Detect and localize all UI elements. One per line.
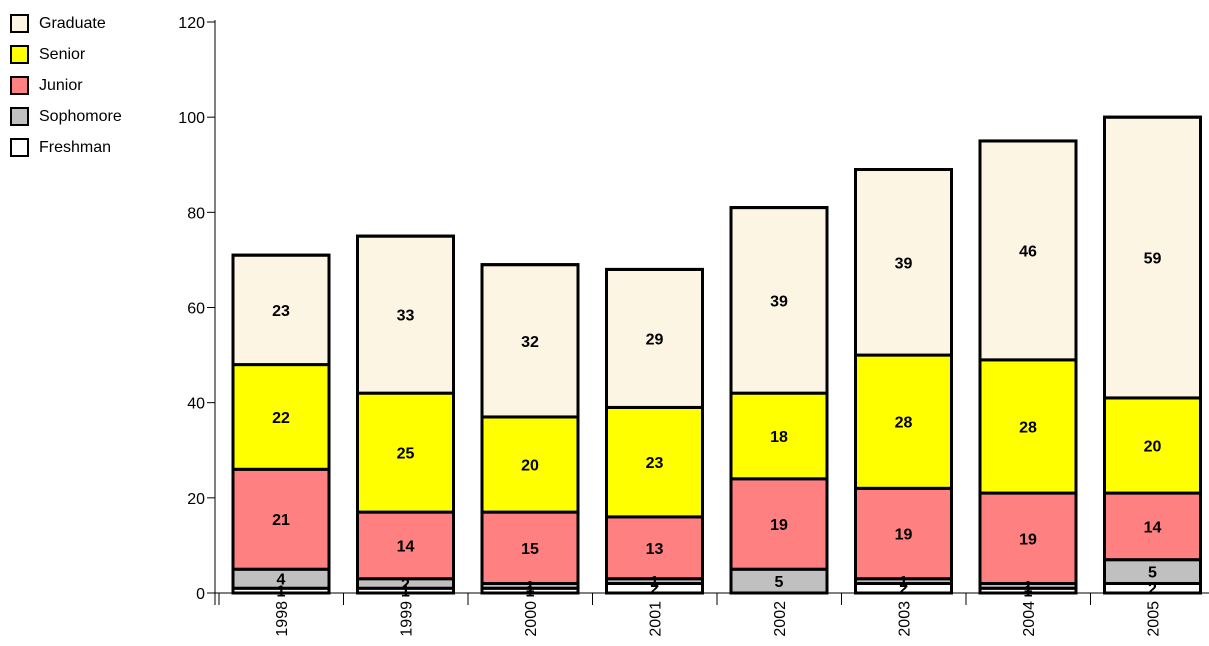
bar-junior-2001: [605, 515, 704, 581]
data-label-freshman-1999: 1: [401, 584, 410, 601]
data-label-senior-2000: 20: [521, 458, 539, 475]
y-tick-label-120: 120: [178, 15, 205, 32]
x-tick-label-2004: 2004: [1021, 601, 1038, 637]
data-label-junior-2003: 19: [895, 527, 913, 544]
bar-outline-2003: [854, 168, 953, 595]
data-label-senior-2002: 18: [770, 429, 788, 446]
legend-item-junior: Junior: [10, 70, 122, 101]
bar-outline-2005: [1103, 115, 1202, 595]
data-label-junior-1999: 14: [397, 538, 415, 555]
data-label-graduate-2003: 39: [895, 255, 913, 272]
legend-item-sophomore: Sophomore: [10, 101, 122, 132]
data-label-senior-1999: 25: [397, 446, 415, 463]
data-label-sophomore-2004: 1: [1024, 579, 1033, 596]
data-label-freshman-1998: 1: [277, 584, 286, 601]
data-label-graduate-1999: 33: [397, 308, 415, 325]
x-tick-label-2002: 2002: [772, 601, 789, 637]
data-label-graduate-2000: 32: [521, 334, 539, 351]
data-label-junior-2000: 15: [521, 541, 539, 558]
bar-outline-2002: [729, 206, 829, 595]
legend-swatch-junior: [10, 76, 29, 95]
legend: Graduate Senior Junior Sophomore Freshman: [10, 8, 122, 163]
data-label-graduate-2004: 46: [1019, 243, 1037, 260]
data-label-junior-2004: 19: [1019, 531, 1037, 548]
legend-item-senior: Senior: [10, 39, 122, 70]
data-label-graduate-2005: 59: [1144, 251, 1162, 268]
bar-graduate-2004: [978, 139, 1078, 362]
data-label-freshman-2000: 1: [526, 584, 535, 601]
x-tick-label-2001: 2001: [648, 601, 665, 637]
data-label-sophomore-2005: 5: [1148, 565, 1157, 582]
legend-label-sophomore: Sophomore: [39, 107, 122, 125]
data-label-sophomore-2002: 5: [775, 574, 784, 591]
data-label-junior-2001: 13: [646, 541, 664, 558]
legend-label-junior: Junior: [39, 76, 83, 94]
legend-swatch-senior: [10, 45, 29, 64]
legend-item-freshman: Freshman: [10, 132, 122, 163]
data-label-junior-1998: 21: [272, 512, 290, 529]
data-label-graduate-2002: 39: [770, 293, 788, 310]
bar-senior-2003: [854, 353, 953, 490]
data-label-senior-2004: 28: [1019, 419, 1037, 436]
bar-junior-1999: [356, 510, 455, 581]
bar-senior-2000: [480, 415, 580, 514]
x-tick-label-2003: 2003: [897, 601, 914, 637]
legend-item-graduate: Graduate: [10, 8, 122, 39]
data-label-sophomore-1998: 4: [277, 572, 286, 589]
bar-graduate-2001: [605, 267, 704, 409]
data-label-freshman-2003: 2: [899, 581, 908, 598]
data-label-sophomore-2001: 1: [650, 574, 659, 591]
data-label-sophomore-2000: 1: [526, 579, 535, 596]
y-tick-label-0: 0: [196, 586, 205, 603]
y-tick-label-100: 100: [178, 110, 205, 127]
legend-label-senior: Senior: [39, 45, 86, 63]
data-label-junior-2002: 19: [770, 517, 788, 534]
data-label-sophomore-1999: 2: [401, 576, 410, 593]
bar-outline-2001: [605, 267, 704, 595]
legend-swatch-sophomore: [10, 107, 29, 126]
data-label-freshman-2004: 1: [1024, 584, 1033, 601]
bar-outline-2000: [480, 263, 580, 595]
data-label-sophomore-2003: 1: [899, 574, 908, 591]
legend-swatch-freshman: [10, 138, 29, 157]
legend-swatch-graduate: [10, 14, 29, 33]
bar-outline-2004: [978, 139, 1078, 595]
bar-senior-2005: [1103, 396, 1202, 495]
bar-senior-2002: [729, 391, 829, 481]
x-tick-label-2005: 2005: [1146, 601, 1163, 637]
data-label-junior-2005: 14: [1144, 519, 1162, 536]
data-label-graduate-2001: 29: [646, 331, 664, 348]
bar-junior-2004: [978, 491, 1078, 585]
y-tick-label-20: 20: [187, 491, 205, 508]
bar-outline-1998: [231, 253, 331, 595]
data-label-freshman-2001: 2: [650, 581, 659, 598]
data-label-senior-1998: 22: [272, 410, 290, 427]
data-label-senior-2003: 28: [895, 415, 913, 432]
bar-outline-1999: [356, 234, 455, 595]
legend-label-freshman: Freshman: [39, 138, 112, 156]
y-tick-label-80: 80: [187, 205, 205, 222]
data-label-senior-2001: 23: [646, 455, 664, 472]
x-tick-label-1998: 1998: [274, 601, 291, 637]
data-label-senior-2005: 20: [1144, 438, 1162, 455]
y-tick-label-60: 60: [187, 301, 205, 318]
bar-junior-2000: [480, 510, 580, 585]
x-tick-label-1999: 1999: [399, 601, 416, 637]
data-label-freshman-2005: 2: [1148, 581, 1157, 598]
x-tick-label-2000: 2000: [523, 601, 540, 637]
legend-label-graduate: Graduate: [39, 14, 106, 32]
y-tick-label-40: 40: [187, 396, 205, 413]
bar-graduate-2002: [729, 206, 829, 395]
data-label-graduate-1998: 23: [272, 303, 290, 320]
bar-graduate-2005: [1103, 115, 1202, 400]
